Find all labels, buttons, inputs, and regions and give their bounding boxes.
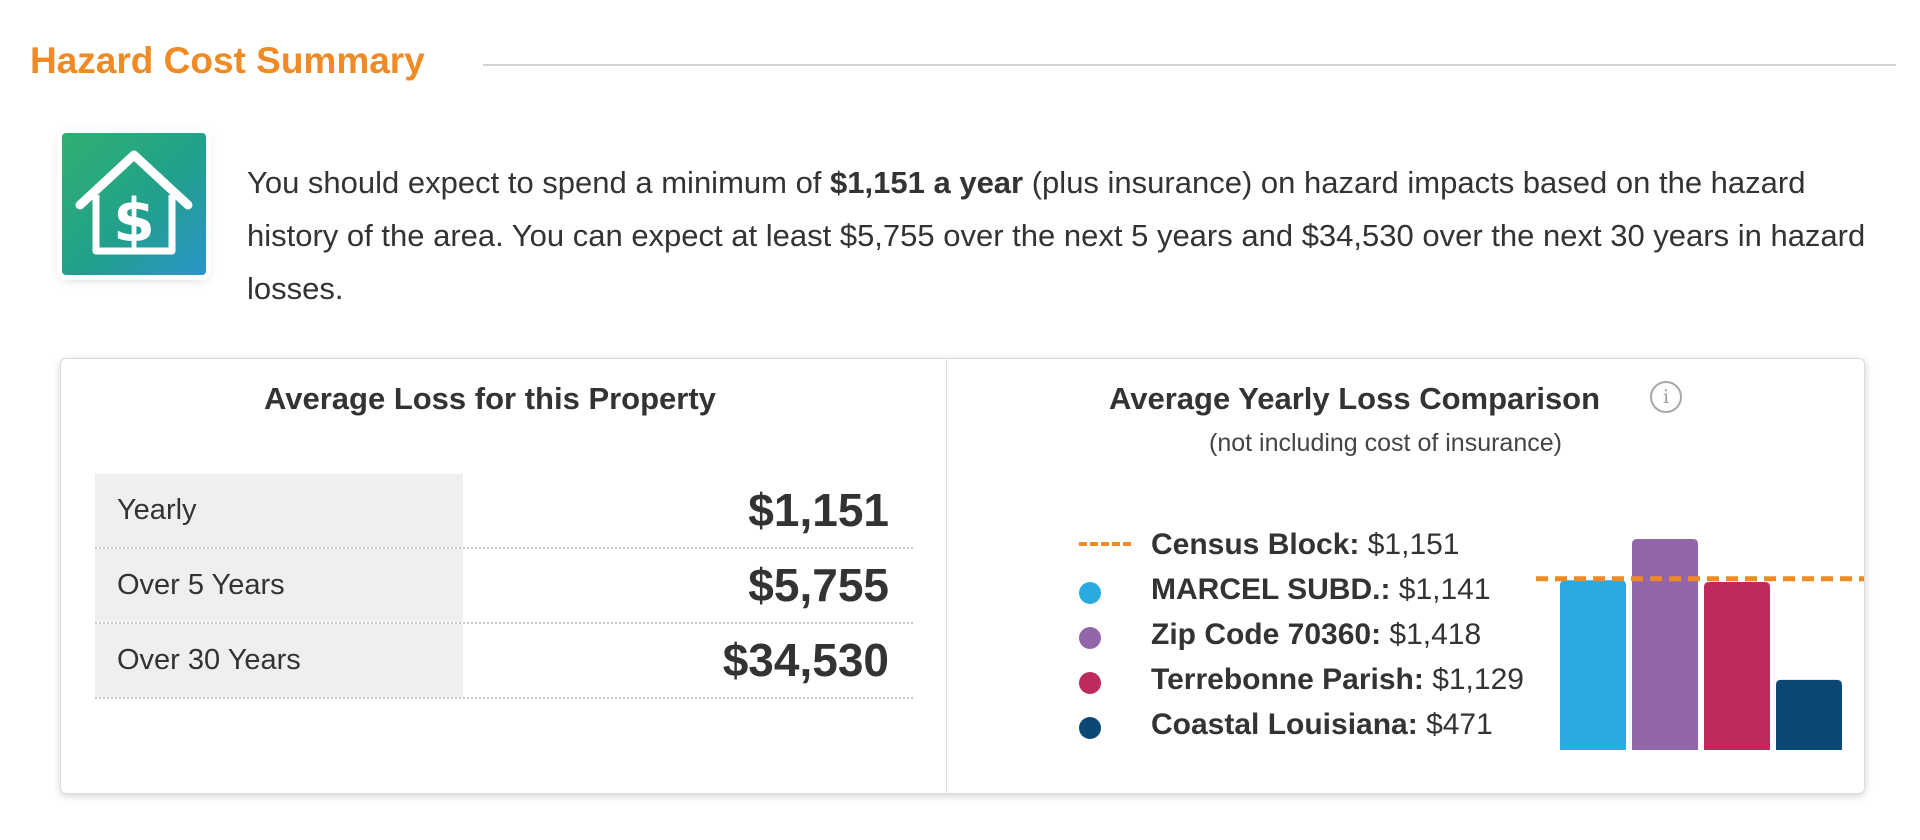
legend-value: $471 bbox=[1426, 708, 1493, 741]
dot-marker bbox=[1079, 717, 1101, 739]
loss-value: $1,151 bbox=[748, 484, 889, 536]
intro-text-end: (plus insurance) on hazard impacts based… bbox=[247, 165, 1866, 306]
legend-name: Zip Code 70360: bbox=[1151, 618, 1382, 651]
intro-paragraph: You should expect to spend a minimum of … bbox=[247, 156, 1887, 315]
loss-label: Over 30 Years bbox=[95, 624, 463, 697]
average-loss-title: Average Loss for this Property bbox=[264, 381, 716, 416]
legend-name: MARCEL SUBD.: bbox=[1151, 573, 1391, 606]
info-icon[interactable]: i bbox=[1650, 381, 1682, 413]
legend-value: $1,151 bbox=[1367, 528, 1460, 561]
legend-item-terrebonne-parish: Terrebonne Parish: $1,129 bbox=[1019, 657, 1524, 702]
dot-marker bbox=[1079, 627, 1101, 649]
comparison-legend: Census Block: $1,151 MARCEL SUBD.: $1,14… bbox=[1019, 522, 1524, 747]
intro-yearly-minimum: $1,151 a year bbox=[830, 165, 1024, 200]
loss-row-5-years: Over 5 Years $5,755 bbox=[95, 549, 913, 624]
comparison-bar-chart bbox=[1536, 539, 1864, 750]
loss-label: Yearly bbox=[95, 474, 463, 547]
comparison-title: Average Yearly Loss Comparison bbox=[1109, 381, 1601, 416]
loss-row-yearly: Yearly $1,151 bbox=[95, 474, 913, 549]
bar-terrebonne-parish bbox=[1704, 582, 1770, 750]
legend-value: $1,141 bbox=[1398, 573, 1491, 606]
loss-label: Over 5 Years bbox=[95, 549, 463, 622]
dot-marker bbox=[1079, 582, 1101, 604]
comparison-subtitle: (not including cost of insurance) bbox=[1209, 429, 1562, 457]
legend-name: Terrebonne Parish: bbox=[1151, 663, 1424, 696]
bar-coastal-louisiana bbox=[1776, 679, 1842, 750]
section-title: Hazard Cost Summary bbox=[30, 40, 425, 81]
bar-zip-code bbox=[1632, 539, 1698, 750]
intro-text-start: You should expect to spend a minimum of bbox=[247, 165, 831, 200]
title-divider bbox=[483, 64, 1896, 66]
legend-name: Census Block: bbox=[1151, 528, 1360, 561]
loss-row-30-years: Over 30 Years $34,530 bbox=[95, 624, 913, 699]
loss-value: $5,755 bbox=[748, 559, 889, 611]
legend-name: Coastal Louisiana: bbox=[1151, 708, 1418, 741]
loss-value: $34,530 bbox=[722, 634, 889, 686]
legend-value: $1,129 bbox=[1432, 663, 1524, 696]
house-dollar-icon: $ bbox=[62, 133, 206, 275]
legend-item-coastal-louisiana: Coastal Louisiana: $471 bbox=[1019, 702, 1524, 747]
svg-text:$: $ bbox=[113, 186, 155, 256]
legend-value: $1,418 bbox=[1389, 618, 1482, 651]
legend-item-census-block: Census Block: $1,151 bbox=[1019, 522, 1524, 567]
average-loss-table: Yearly $1,151 Over 5 Years $5,755 Over 3… bbox=[95, 474, 913, 699]
loss-summary-card: Average Loss for this Property Yearly $1… bbox=[60, 358, 1865, 794]
dashed-line-marker bbox=[1079, 542, 1131, 546]
legend-item-zip-code: Zip Code 70360: $1,418 bbox=[1019, 612, 1524, 657]
bar-marcel-subd bbox=[1560, 580, 1626, 750]
card-divider bbox=[946, 359, 947, 793]
dot-marker bbox=[1079, 672, 1101, 694]
legend-item-marcel-subd: MARCEL SUBD.: $1,141 bbox=[1019, 567, 1524, 612]
